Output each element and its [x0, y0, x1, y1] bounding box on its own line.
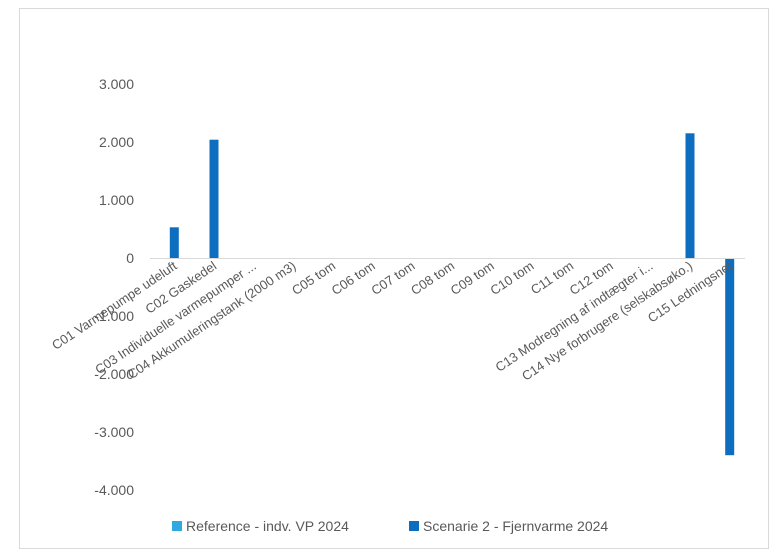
y-tick-label: 0 [126, 250, 134, 266]
legend-swatch [409, 521, 419, 531]
bar-2-2 [209, 139, 219, 258]
y-tick-label: 3.000 [99, 76, 134, 92]
y-axis-tick-labels: 3.000 2.000 1.000 0 -1.000 -2.000 -3.000 -4.000 [94, 76, 134, 498]
y-tick-label: 2.000 [99, 134, 134, 150]
bar-2-15 [725, 258, 735, 456]
y-tick-label: -3.000 [94, 424, 134, 440]
y-tick-label: -1.000 [94, 308, 134, 324]
bars [169, 133, 735, 456]
bar-2-14 [685, 133, 695, 258]
y-tick-label: -2.000 [94, 366, 134, 382]
bar-2-1 [169, 227, 179, 258]
legend-label: Reference - indv. VP 2024 [186, 518, 349, 534]
y-tick-label: -4.000 [94, 482, 134, 498]
chart-border [19, 8, 769, 549]
legend: Reference - indv. VP 2024 Scenarie 2 - Fj… [172, 518, 608, 534]
legend-swatch [172, 521, 182, 531]
legend-label: Scenarie 2 - Fjernvarme 2024 [423, 518, 608, 534]
y-tick-label: 1.000 [99, 192, 134, 208]
